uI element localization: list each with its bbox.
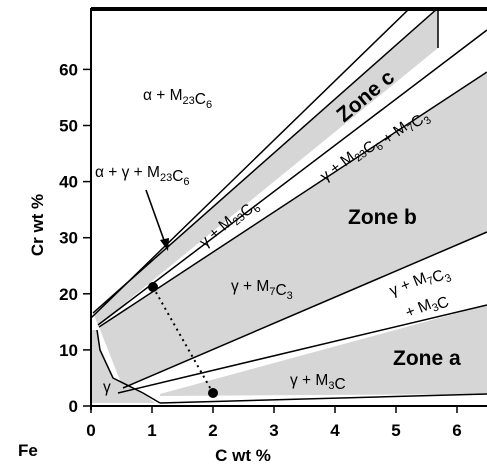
label-zone-b: Zone b bbox=[348, 206, 417, 229]
m7c3-lower-boundary-line bbox=[122, 231, 487, 389]
y-tick-label: 60 bbox=[59, 60, 78, 79]
x-tick-label: 6 bbox=[452, 421, 461, 440]
m3c-upper-boundary-line bbox=[117, 304, 487, 394]
gamma-boundary-line bbox=[96, 329, 161, 404]
alpha-boundary-line bbox=[91, 8, 411, 319]
x-tick-label: 5 bbox=[391, 421, 400, 440]
phase-boundaries bbox=[91, 8, 487, 404]
x-axis-ticks: 0 1 2 3 4 5 6 bbox=[86, 406, 462, 440]
label-zone-a: Zone a bbox=[393, 347, 461, 370]
x-tick-label: 0 bbox=[86, 421, 95, 440]
annotation-arrow bbox=[145, 189, 166, 244]
x-tick-label: 2 bbox=[208, 421, 217, 440]
alpha-gamma-boundary-line bbox=[92, 8, 439, 314]
y-tick-label: 20 bbox=[59, 285, 78, 304]
tie-line bbox=[152, 286, 214, 394]
zone-c-region bbox=[93, 8, 438, 325]
x-tick-label: 1 bbox=[147, 421, 156, 440]
composition-point-lower bbox=[208, 388, 218, 398]
label-gamma: γ bbox=[103, 379, 111, 396]
x-axis-title: C wt % bbox=[215, 446, 271, 465]
plot-area: α + M23C6 α + γ + M23C6 γ + M23C6 γ + M2… bbox=[91, 8, 487, 404]
gamma-region bbox=[91, 330, 155, 403]
y-axis-title: Cr wt % bbox=[28, 194, 47, 256]
zone-c-lower-boundary-line bbox=[97, 29, 487, 326]
zone-b-region bbox=[99, 72, 487, 388]
composition-point-upper bbox=[148, 282, 158, 292]
zone-a-region bbox=[160, 305, 487, 396]
y-tick-label: 30 bbox=[59, 229, 78, 248]
label-gamma-m7c3-left: γ + M7C3 bbox=[231, 278, 293, 302]
label-alpha-gamma-m23c6: α + γ + M23C6 bbox=[95, 164, 190, 188]
label-gamma-m3c: γ + M3C bbox=[290, 372, 346, 393]
y-tick-label: 0 bbox=[69, 397, 78, 416]
y-tick-label: 40 bbox=[59, 173, 78, 192]
m7c3-upper-boundary-line bbox=[98, 71, 487, 328]
y-tick-label: 10 bbox=[59, 341, 78, 360]
y-axis-ticks: 0 10 20 30 40 50 60 bbox=[59, 60, 91, 416]
x-tick-label: 3 bbox=[269, 421, 278, 440]
y-tick-label: 50 bbox=[59, 117, 78, 136]
m3c-lower-boundary-line bbox=[159, 393, 487, 404]
x-tick-label: 4 bbox=[330, 421, 340, 440]
label-alpha-m23c6: α + M23C6 bbox=[143, 87, 212, 111]
origin-label-fe: Fe bbox=[18, 441, 38, 460]
arrow-head-icon bbox=[160, 238, 169, 251]
